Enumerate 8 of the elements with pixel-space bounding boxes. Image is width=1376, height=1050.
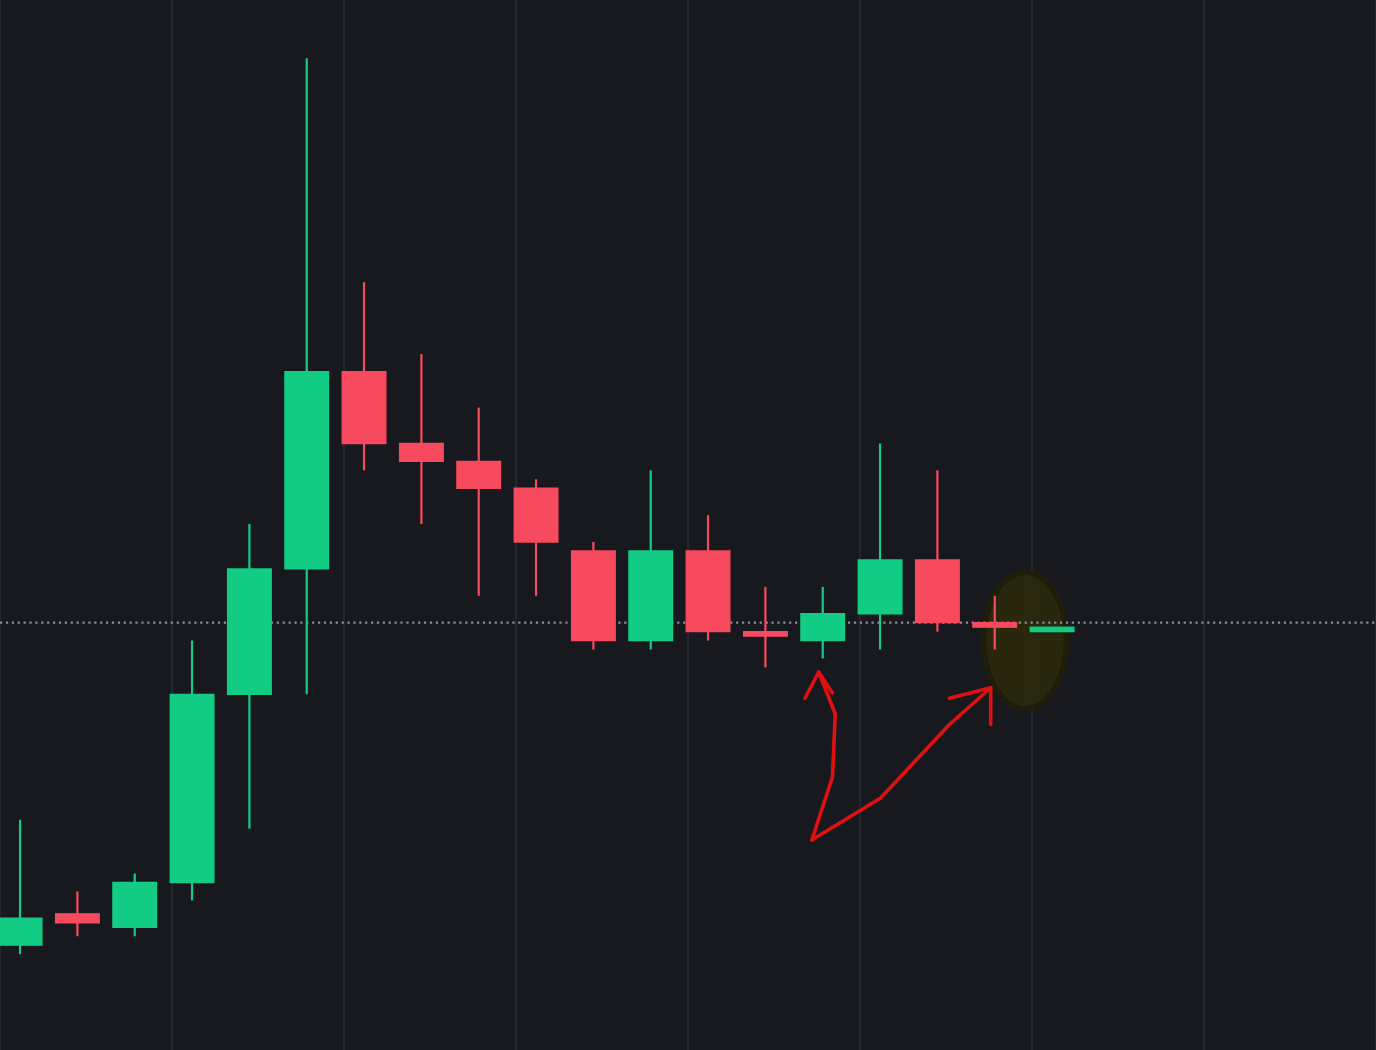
candlestick (456, 406, 502, 597)
candlestick (742, 585, 788, 669)
candlestick (800, 585, 846, 660)
candlestick (972, 594, 1018, 651)
candlestick (398, 352, 444, 526)
candlestick (0, 818, 43, 956)
candlestick (54, 890, 100, 938)
candlestick (112, 872, 158, 938)
